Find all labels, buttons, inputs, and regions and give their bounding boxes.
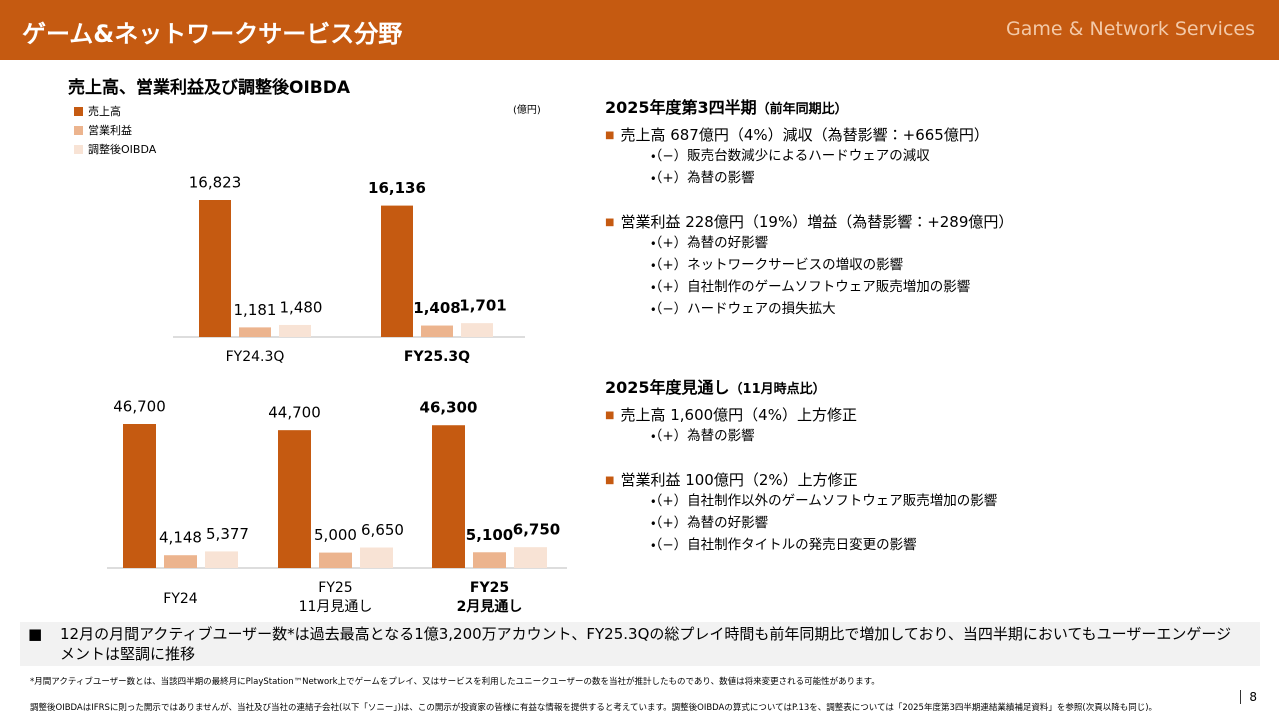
bar <box>360 547 393 568</box>
item: 売上高 687億円（4%）減収（為替影響：+665億円） <box>605 124 1265 145</box>
category-label: FY25.3Q <box>404 349 470 365</box>
value-label: 5,000 <box>314 526 357 544</box>
value-label: 5,100 <box>466 526 513 544</box>
item: 営業利益 100億円（2%）上方修正 <box>605 469 1265 490</box>
item: 営業利益 228億円（19%）増益（為替影響：+289億円） <box>605 211 1265 232</box>
sub-bullet: ・（+）為替の好影響 <box>651 235 769 251</box>
bar <box>164 555 197 568</box>
highlight-box: 12月の月間アクティブユーザー数*は過去最高となる1億3,200万アカウント、F… <box>20 622 1260 666</box>
heading-note: （前年同期比） <box>756 102 848 117</box>
value-label: 46,700 <box>113 398 166 416</box>
category-label: FY24.3Q <box>226 349 285 365</box>
bar <box>319 552 352 568</box>
legend-swatch <box>74 145 83 154</box>
section: 2025年度見通し（11月時点比） 売上高 1,600億円（4%）上方修正・（+）… <box>605 374 1265 654</box>
bar <box>279 324 311 337</box>
sub-bullet: ・（−）ハードウェアの損失拡大 <box>651 301 836 317</box>
bar <box>278 430 311 568</box>
summary: 2025年度第3四半期（前年同期比） 売上高 687億円（4%）減収（為替影響：+… <box>605 94 1265 654</box>
bar <box>473 552 506 568</box>
bar <box>199 200 231 337</box>
bar <box>205 551 238 568</box>
bar <box>381 205 413 337</box>
section-heading: 2025年度第3四半期（前年同期比） <box>605 94 1265 118</box>
value-label: 44,700 <box>268 404 321 422</box>
sub-bullet: ・（+）ネットワークサービスの増収の影響 <box>651 257 904 273</box>
value-label: 1,480 <box>280 298 323 316</box>
item: 売上高 1,600億円（4%）上方修正 <box>605 404 1265 425</box>
spacer <box>605 189 1265 207</box>
bar <box>514 547 547 568</box>
legend-label: 調整後OIBDA <box>88 142 157 156</box>
sub-bullet: ・（−）自社制作タイトルの発売日変更の影響 <box>651 537 917 553</box>
heading-note: （11月時点比） <box>729 382 826 397</box>
value-label: 1,181 <box>234 301 277 319</box>
sub-bullet: ・（+）自社制作以外のゲームソフトウェア販売増加の影響 <box>651 493 998 509</box>
bar <box>461 323 493 337</box>
category-sublabel: 11月見通し <box>299 599 373 615</box>
legend-swatch <box>74 126 83 135</box>
value-label: 6,650 <box>361 521 404 539</box>
value-label: 1,408 <box>413 299 460 317</box>
value-label: 5,377 <box>206 525 249 543</box>
legend-label: 営業利益 <box>88 123 132 137</box>
bar <box>421 325 453 337</box>
sub-bullet: ・（+）為替の好影響 <box>651 515 769 531</box>
unit-label: (億円) <box>513 103 541 116</box>
sub-bullet: ・（−）販売台数減少によるハードウェアの減収 <box>651 148 930 164</box>
legend-label: 売上高 <box>88 104 121 118</box>
sub-bullet: ・（+）為替の影響 <box>651 170 755 186</box>
sub-bullet: ・（+）自社制作のゲームソフトウェア販売増加の影響 <box>651 279 971 295</box>
value-label: 16,136 <box>368 179 426 197</box>
value-label: 16,823 <box>189 174 242 192</box>
header-title: ゲーム&ネットワークサービス分野 <box>22 20 403 48</box>
value-label: 6,750 <box>513 521 560 539</box>
sub-bullet: ・（+）為替の影響 <box>651 428 755 444</box>
bar <box>432 425 465 568</box>
chart-title: 売上高、営業利益及び調整後OIBDA <box>68 77 351 98</box>
category-label: FY24 <box>163 591 198 607</box>
footnote: 調整後OIBDAはIFRSに則った開示ではありませんが、当社及び当社の連結子会社… <box>30 703 1158 713</box>
page-number: 8 <box>1240 690 1257 704</box>
category-sublabel: 2月見通し <box>457 599 523 615</box>
spacer <box>605 447 1265 465</box>
section-heading: 2025年度見通し（11月時点比） <box>605 374 1265 398</box>
category-label: FY25 <box>470 580 509 596</box>
header-subtitle: Game & Network Services <box>1006 18 1255 40</box>
bar <box>123 424 156 568</box>
legend-swatch <box>74 107 83 116</box>
bar <box>239 327 271 337</box>
value-label: 4,148 <box>159 529 202 547</box>
category-label: FY25 <box>318 580 352 596</box>
value-label: 46,300 <box>420 399 478 417</box>
heading-text: 2025年度第3四半期 <box>605 98 757 117</box>
highlight-text: 12月の月間アクティブユーザー数*は過去最高となる1億3,200万アカウント、F… <box>60 625 1232 663</box>
section: 2025年度第3四半期（前年同期比） 売上高 687億円（4%）減収（為替影響：+… <box>605 94 1265 374</box>
value-label: 1,701 <box>459 297 506 315</box>
heading-text: 2025年度見通し <box>605 378 730 397</box>
footnote: *月間アクティブユーザー数とは、当該四半期の最終月にPlayStation™Ne… <box>30 677 880 687</box>
header: ゲーム&ネットワークサービス分野 Game & Network Services <box>0 0 1279 60</box>
